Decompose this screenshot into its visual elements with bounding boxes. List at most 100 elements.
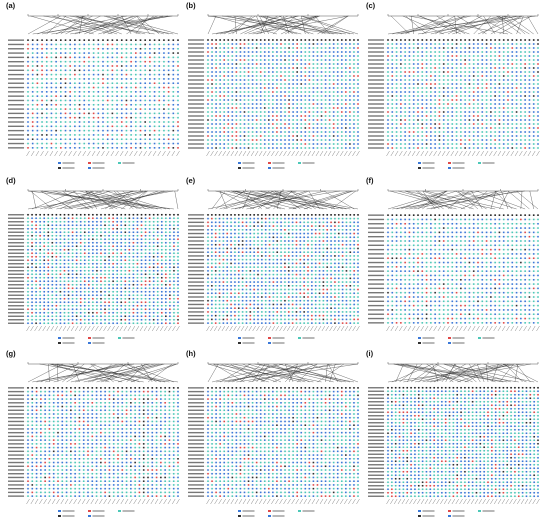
variant-cell — [259, 115, 262, 117]
position-label — [433, 150, 437, 157]
variant-cell — [64, 138, 67, 141]
variant-cell — [177, 103, 179, 106]
variant-cell — [520, 147, 522, 149]
variant-cell — [124, 294, 127, 297]
variant-cell — [177, 266, 179, 269]
leader-line — [27, 15, 61, 35]
variant-cell — [284, 91, 286, 93]
variant-cell — [412, 63, 415, 65]
variant-cell — [104, 213, 106, 216]
variant-cell — [59, 262, 62, 265]
variant-cell — [132, 259, 135, 262]
variant-cell — [55, 238, 58, 241]
variant-cell — [451, 131, 454, 133]
variant-cell — [92, 95, 95, 97]
accession-label — [188, 225, 204, 227]
variant-cell — [130, 138, 132, 141]
variant-cell — [43, 287, 46, 290]
variant-cell — [434, 111, 436, 113]
leader-line — [69, 15, 174, 35]
variant-cell — [59, 283, 62, 286]
variant-cell — [51, 315, 54, 318]
variant-cell — [511, 119, 514, 121]
variant-cell — [163, 125, 165, 128]
variant-cell — [255, 115, 258, 117]
variant-cell — [395, 63, 398, 65]
variant-cell — [468, 139, 471, 141]
variant-cell — [79, 217, 82, 220]
variant-cell — [498, 75, 501, 77]
variant-cell — [219, 43, 221, 45]
variant-cell — [92, 294, 94, 297]
variant-cell — [108, 259, 110, 262]
variant-cell — [263, 71, 266, 73]
leader-line — [430, 15, 501, 35]
variant-cell — [235, 127, 238, 129]
variant-cell — [75, 248, 78, 251]
variant-cell — [243, 83, 246, 85]
variant-cell — [27, 266, 29, 269]
variant-cell — [249, 221, 252, 224]
variant-cell — [259, 127, 262, 129]
variant-cell — [296, 43, 298, 45]
variant-cell — [144, 78, 146, 80]
variant-cell — [268, 135, 270, 137]
variant-cell — [163, 95, 165, 97]
variant-cell — [140, 266, 143, 269]
variant-cell — [106, 65, 109, 67]
variant-cell — [104, 283, 106, 286]
variant-cell — [227, 147, 230, 149]
position-label — [156, 325, 160, 332]
variant-cell — [291, 221, 294, 224]
variant-cell — [165, 231, 167, 234]
variant-cell — [481, 75, 484, 77]
variant-cell — [417, 59, 419, 61]
variant-cell — [387, 123, 389, 125]
variant-cell — [528, 83, 531, 85]
variant-cell — [295, 225, 298, 227]
variant-cell — [173, 276, 175, 279]
variant-cell — [97, 69, 100, 72]
variant-cell — [160, 266, 163, 269]
variant-cell — [39, 220, 41, 223]
variant-cell — [255, 111, 258, 113]
position-label — [429, 150, 433, 157]
variant-cell — [395, 131, 398, 133]
variant-cell — [223, 147, 226, 149]
variant-cell — [135, 86, 137, 89]
position-label — [30, 325, 34, 332]
variant-cell — [63, 276, 66, 279]
position-label — [38, 325, 42, 332]
variant-cell — [227, 123, 230, 125]
variant-cell — [412, 39, 415, 41]
variant-cell — [79, 266, 82, 269]
variant-cell — [125, 108, 128, 110]
variant-cell — [27, 52, 29, 54]
variant-cell — [328, 91, 331, 93]
variant-cell — [112, 238, 114, 241]
variant-cell — [132, 252, 135, 255]
variant-cell — [211, 221, 213, 224]
variant-cell — [292, 123, 294, 125]
legend-swatch — [418, 167, 421, 169]
variant-cell — [158, 82, 161, 85]
variant-cell — [498, 47, 501, 49]
variant-cell — [74, 39, 76, 41]
variant-cell — [125, 73, 128, 76]
variant-cell — [139, 121, 142, 123]
variant-cell — [51, 259, 54, 262]
variant-cell — [417, 43, 419, 45]
variant-cell — [120, 290, 123, 293]
leader-line — [95, 190, 154, 210]
variant-cell — [104, 269, 106, 272]
variant-cell — [251, 107, 254, 109]
variant-cell — [148, 220, 151, 223]
variant-cell — [304, 87, 307, 89]
variant-cell — [50, 39, 53, 41]
variant-cell — [125, 99, 128, 102]
variant-cell — [223, 143, 226, 145]
variant-cell — [272, 229, 275, 231]
variant-cell — [434, 135, 436, 137]
variant-cell — [71, 259, 74, 262]
variant-cell — [447, 139, 449, 141]
